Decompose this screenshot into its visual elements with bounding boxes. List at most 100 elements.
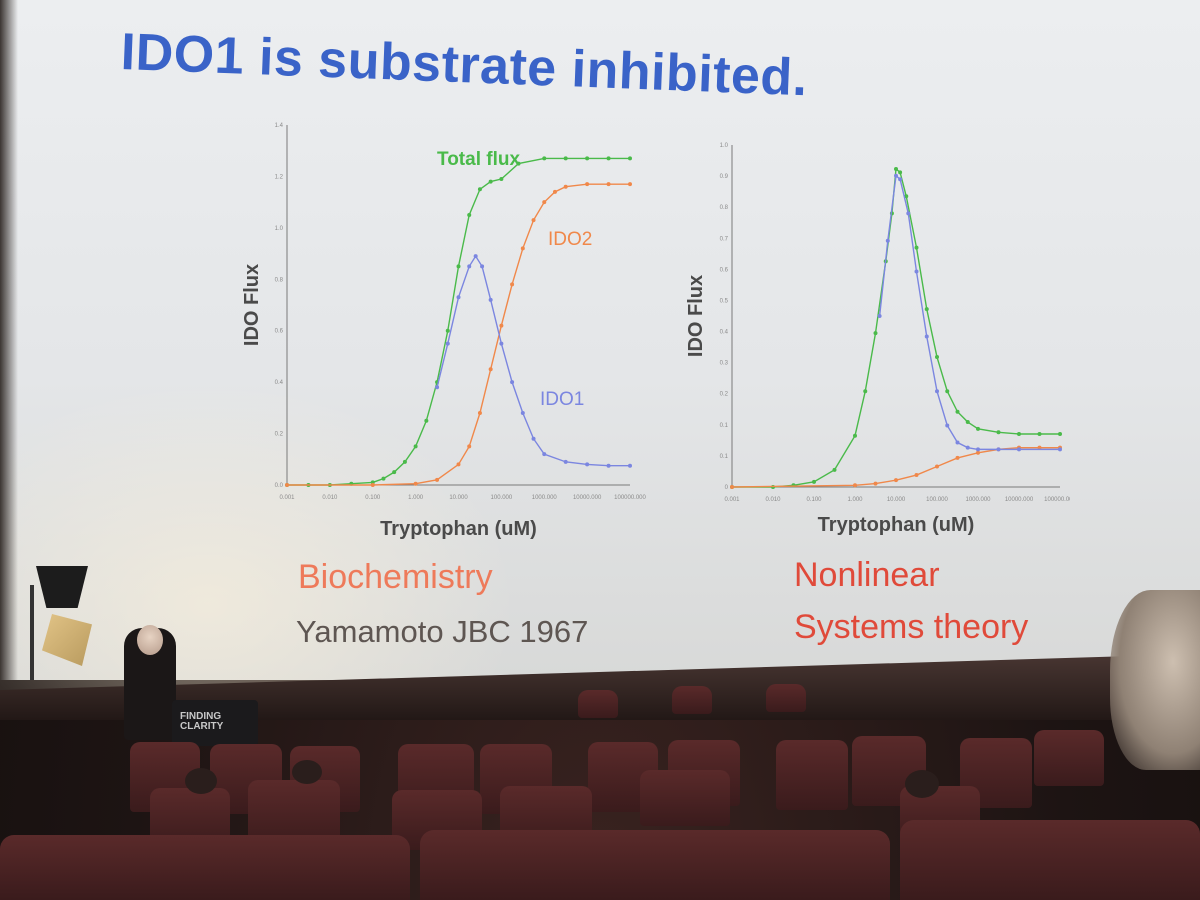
caption-nonlinear: Nonlinear [794, 556, 940, 594]
data-point-green [499, 177, 504, 181]
data-point-blue [976, 447, 980, 452]
data-point-green [516, 161, 521, 166]
audience-head [905, 770, 939, 798]
data-point-green [955, 409, 960, 414]
data-point-green [996, 430, 1001, 435]
data-point-blue [898, 177, 903, 182]
y-tick-label: 1.4 [275, 123, 284, 129]
y-tick-label: 0.0 [275, 483, 284, 489]
x-tick-label: 0.100 [806, 497, 822, 503]
series-annotation-orange: IDO2 [548, 229, 592, 250]
x-tick-label: 0.001 [279, 495, 295, 501]
data-point-blue [542, 452, 547, 457]
data-point-orange [285, 483, 289, 487]
data-point-blue [1058, 447, 1062, 452]
y-tick-label: 0.4 [275, 380, 284, 386]
data-point-orange [413, 481, 418, 486]
data-point-green [924, 307, 929, 312]
data-point-green [381, 476, 386, 481]
y-tick-label: 0.2 [275, 432, 284, 438]
x-tick-label: 0.010 [322, 495, 338, 501]
data-point-orange [1037, 445, 1042, 450]
data-point-orange [914, 473, 919, 478]
data-point-blue [885, 238, 890, 243]
data-point-blue [435, 385, 440, 390]
data-point-orange [585, 182, 590, 187]
x-tick-label: 1.000 [847, 497, 863, 503]
data-point-green [898, 170, 903, 175]
data-point-orange [955, 455, 960, 460]
seat [900, 820, 1200, 900]
data-point-green [413, 444, 418, 449]
caption-biochemistry: Biochemistry [298, 558, 493, 596]
data-point-blue [499, 341, 504, 346]
data-point-orange [853, 483, 857, 488]
data-point-green [563, 156, 568, 161]
seat [0, 835, 410, 900]
data-point-blue [955, 440, 960, 445]
seat [640, 770, 730, 826]
caption-systems-theory: Systems theory [794, 608, 1029, 646]
x-tick-label: 10000.000 [1005, 497, 1034, 503]
data-point-orange [531, 218, 536, 223]
data-point-green [477, 187, 482, 192]
chart-biochemistry-svg: 0.001 0.010 0.100 1.000 10.000 100.000 1000.00… [241, 123, 647, 540]
y-tick-label: 0.8 [275, 277, 284, 283]
series-line-green [732, 167, 1060, 488]
audience-head [292, 760, 322, 784]
series-line-blue [436, 254, 630, 467]
data-point-green [1058, 431, 1062, 436]
data-point-blue [914, 269, 919, 274]
data-point-green [606, 156, 611, 161]
y-axis-label: IDO Flux [241, 264, 263, 346]
y-tick-label: 0.4 [720, 330, 729, 336]
data-point-green [894, 166, 898, 171]
data-point-blue [906, 211, 911, 216]
data-point-green [904, 194, 909, 199]
data-point-green [812, 479, 816, 484]
series-annotation-blue: IDO1 [540, 389, 584, 410]
data-point-green [853, 433, 857, 438]
seat [420, 830, 890, 900]
data-point-orange [488, 367, 493, 372]
data-point-green [935, 355, 939, 360]
data-point-orange [976, 450, 980, 455]
series-line-blue [878, 174, 1060, 451]
y-tick-label: 1.2 [275, 174, 284, 180]
x-tick-label: 10.000 [887, 497, 906, 503]
data-point-blue [628, 463, 632, 468]
seat [766, 684, 806, 712]
data-point-green [914, 245, 919, 250]
data-point-blue [480, 264, 485, 269]
x-tick-label: 0.010 [765, 497, 781, 503]
audience-hair-foreground [1110, 590, 1200, 770]
data-point-orange [894, 478, 898, 483]
y-tick-label: 0.3 [720, 361, 729, 367]
series-line-green [287, 157, 630, 486]
data-point-orange [606, 182, 611, 187]
data-point-green [488, 179, 493, 184]
chart-systems: 0.001 0.010 0.100 1.000 10.000 100.000 1000.00… [670, 135, 1077, 545]
y-axis-label: IDO Flux [685, 275, 707, 357]
data-point-orange [935, 464, 939, 469]
x-tick-label: 10.000 [449, 495, 468, 501]
data-point-green [542, 156, 547, 161]
x-tick-label: 0.001 [724, 497, 740, 503]
y-tick-label: 0.9 [720, 174, 729, 180]
data-point-blue [445, 341, 450, 346]
seat [672, 686, 712, 714]
data-point-blue [456, 295, 461, 300]
data-point-blue [585, 462, 590, 467]
x-tick-label: 0.100 [365, 495, 381, 501]
data-point-green [402, 459, 407, 464]
x-axis-label: Tryptophan (uM) [380, 518, 537, 540]
data-point-green [445, 328, 450, 333]
x-axis-label: Tryptophan (uM) [818, 514, 975, 536]
data-point-blue [894, 173, 898, 178]
series-annotation-green: Total flux [437, 149, 520, 170]
x-tick-label: 1000.000 [532, 495, 558, 501]
data-point-blue [563, 459, 568, 464]
data-point-blue [531, 436, 536, 441]
data-point-green [1017, 431, 1021, 436]
data-point-green [945, 389, 950, 394]
